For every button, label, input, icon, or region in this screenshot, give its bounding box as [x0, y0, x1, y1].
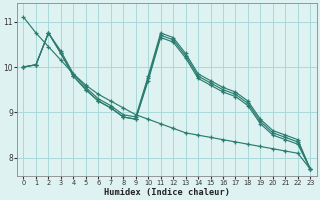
X-axis label: Humidex (Indice chaleur): Humidex (Indice chaleur) — [104, 188, 230, 197]
